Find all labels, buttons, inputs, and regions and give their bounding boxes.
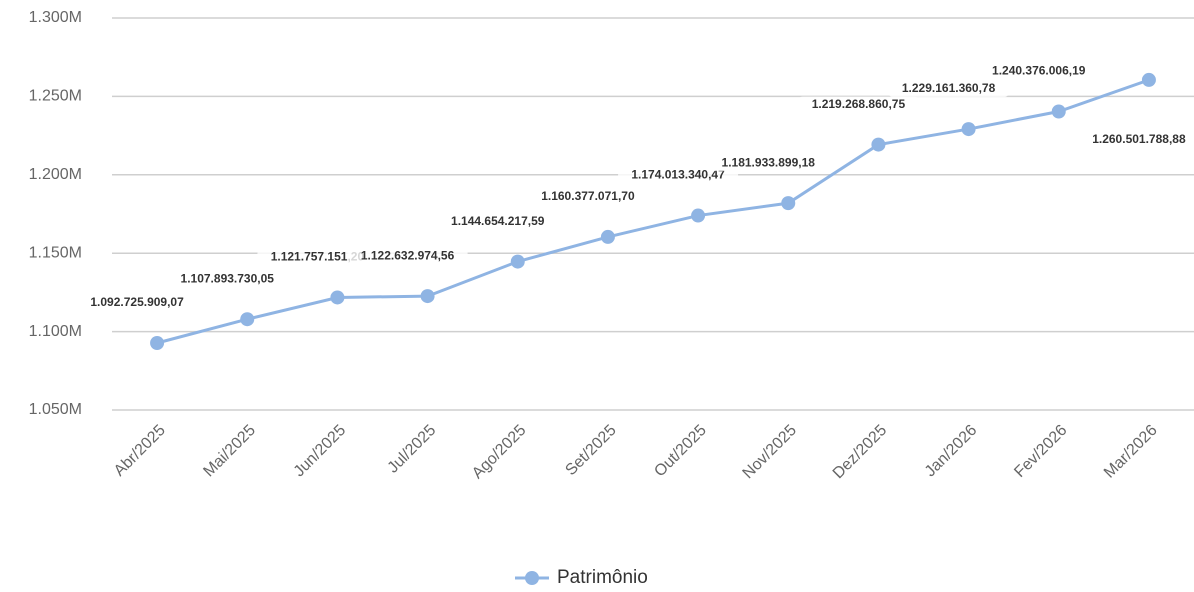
x-tick-label: Set/2025 [562,422,619,479]
value-label-bg [347,248,468,265]
y-tick-label: 1.100M [29,323,82,340]
value-label-bg [77,295,198,312]
value-label: 1.144.654.217,59 [451,214,545,228]
value-label: 1.160.377.071,70 [541,189,635,203]
x-tick-label: Nov/2025 [740,422,801,483]
value-label: 1.092.725.909,07 [90,295,184,309]
x-tick-label: Jul/2025 [385,422,440,477]
x-tick-label: Mar/2026 [1101,422,1161,482]
value-label-bg [978,63,1099,80]
value-label: 1.107.893.730,05 [181,271,275,285]
y-tick-label: 1.250M [29,88,82,105]
value-label-bg [527,188,648,205]
data-point [240,312,255,327]
value-label-bg [257,249,378,266]
data-point [510,254,525,269]
value-label-bg [888,81,1009,98]
value-label-bg [167,271,288,288]
value-label: 1.121.757.151,20 [271,250,365,264]
y-tick-label: 1.150M [29,244,82,261]
data-point [330,290,345,305]
x-tick-label: Abr/2025 [111,422,169,480]
value-label: 1.174.013.340,47 [631,168,725,182]
data-point [961,122,976,137]
data-point [420,289,435,304]
x-tick-label: Jan/2026 [922,422,981,481]
data-point [1051,104,1066,119]
x-tick-label: Jun/2025 [291,422,350,481]
data-point [871,137,886,152]
value-label-bg [708,155,829,172]
value-label: 1.260.501.788,88 [1092,132,1186,146]
series-line [156,78,1150,345]
data-point [1141,72,1156,87]
x-tick-label: Mai/2025 [200,422,259,481]
value-label-bg [618,167,739,184]
value-label: 1.240.376.006,19 [992,64,1086,78]
x-tick-label: Ago/2025 [469,422,530,483]
x-tick-label: Fev/2026 [1011,422,1070,481]
legend-label: Patrimônio [557,567,648,588]
value-label: 1.229.161.360,78 [902,81,996,95]
y-tick-label: 1.200M [29,166,82,183]
y-tick-label: 1.050M [29,401,82,418]
x-tick-label: Dez/2025 [830,422,891,483]
y-tick-label: 1.300M [29,9,82,26]
value-label: 1.122.632.974,56 [361,248,455,262]
data-point [691,208,706,223]
value-label-bg [1078,131,1194,148]
data-point [600,229,615,244]
data-point [781,196,796,211]
value-label: 1.219.268.860,75 [812,97,906,111]
value-label-bg [437,213,558,230]
data-point [150,336,165,351]
x-tick-label: Out/2025 [651,422,710,481]
legend-marker [525,571,539,585]
value-label-bg [798,96,919,113]
value-label: 1.181.933.899,18 [722,155,816,169]
